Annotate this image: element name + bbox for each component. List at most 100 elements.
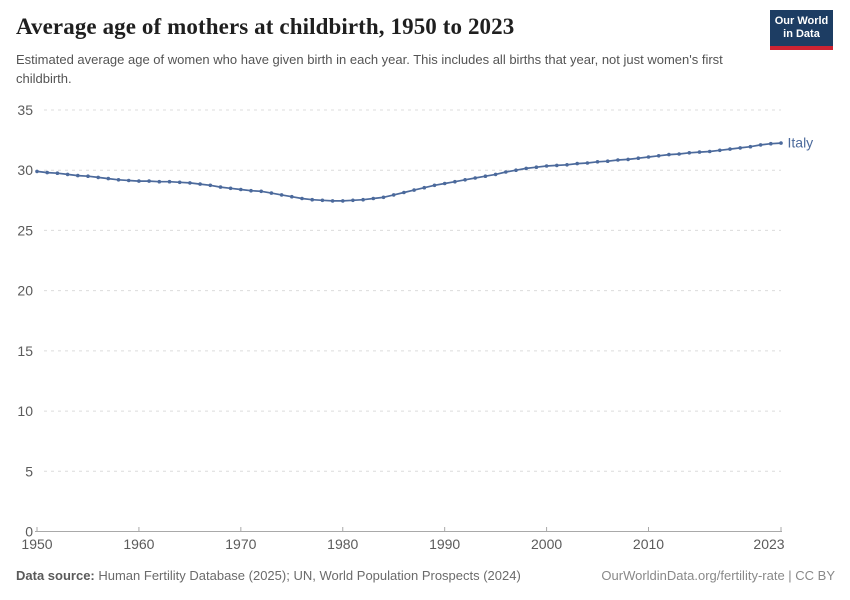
data-source-text[interactable]: Human Fertility Database (2025); UN, Wor… xyxy=(94,568,521,583)
data-point[interactable] xyxy=(718,148,722,153)
data-point[interactable] xyxy=(65,172,70,177)
x-tick-label: 1970 xyxy=(225,536,256,552)
data-point[interactable] xyxy=(544,164,549,168)
y-tick-label: 25 xyxy=(17,222,33,238)
x-tick-label: 2000 xyxy=(531,536,562,552)
data-point[interactable] xyxy=(687,151,692,155)
data-point[interactable] xyxy=(351,198,355,203)
data-point[interactable] xyxy=(381,195,386,200)
data-point[interactable] xyxy=(198,182,202,186)
data-point[interactable] xyxy=(514,168,518,172)
data-point[interactable] xyxy=(555,163,559,168)
data-point[interactable] xyxy=(137,179,141,183)
data-point[interactable] xyxy=(758,143,763,147)
data-point[interactable] xyxy=(259,189,264,194)
owid-logo[interactable]: Our World in Data xyxy=(770,10,833,50)
data-point[interactable] xyxy=(167,179,172,184)
data-point[interactable] xyxy=(656,154,661,158)
data-point[interactable] xyxy=(585,161,590,165)
data-point[interactable] xyxy=(341,199,345,203)
data-point[interactable] xyxy=(626,157,630,162)
data-point[interactable] xyxy=(371,196,376,201)
data-point[interactable] xyxy=(330,199,335,203)
data-point[interactable] xyxy=(239,187,243,192)
data-point[interactable] xyxy=(310,197,315,202)
data-point[interactable] xyxy=(738,146,742,150)
data-point[interactable] xyxy=(432,183,437,188)
data-point[interactable] xyxy=(147,179,151,183)
y-tick-label: 35 xyxy=(17,102,33,118)
data-point[interactable] xyxy=(646,155,651,159)
data-point[interactable] xyxy=(86,174,90,178)
data-point[interactable] xyxy=(524,166,528,171)
data-point[interactable] xyxy=(565,163,569,167)
data-point[interactable] xyxy=(35,169,39,174)
data-source-label: Data source: xyxy=(16,568,95,583)
y-tick-label: 10 xyxy=(17,403,33,419)
data-source: Data source: Human Fertility Database (2… xyxy=(16,568,521,583)
chart-title: Average age of mothers at childbirth, 19… xyxy=(16,14,515,39)
data-point[interactable] xyxy=(391,193,396,197)
data-point[interactable] xyxy=(605,159,610,163)
y-tick-label: 5 xyxy=(25,463,33,479)
data-point[interactable] xyxy=(279,193,284,197)
data-point[interactable] xyxy=(412,188,416,192)
data-point[interactable] xyxy=(320,198,325,203)
data-point[interactable] xyxy=(55,171,60,175)
data-point[interactable] xyxy=(504,170,508,174)
y-tick-label: 30 xyxy=(17,162,33,178)
data-point[interactable] xyxy=(493,172,498,177)
data-point[interactable] xyxy=(748,144,753,149)
data-point[interactable] xyxy=(769,141,773,146)
data-point[interactable] xyxy=(177,180,182,185)
data-point[interactable] xyxy=(534,165,539,169)
data-point[interactable] xyxy=(188,181,192,185)
data-point[interactable] xyxy=(463,178,467,182)
data-point[interactable] xyxy=(453,179,457,184)
data-point[interactable] xyxy=(616,158,620,162)
data-point[interactable] xyxy=(473,176,478,180)
data-point[interactable] xyxy=(728,147,732,151)
data-point[interactable] xyxy=(677,152,681,156)
data-point[interactable] xyxy=(300,196,304,201)
owid-logo-line1: Our World xyxy=(774,15,829,27)
series-label[interactable]: Italy xyxy=(788,135,814,151)
data-point[interactable] xyxy=(422,185,427,190)
data-point[interactable] xyxy=(106,176,111,181)
data-point[interactable] xyxy=(707,149,712,154)
series-line[interactable] xyxy=(36,142,782,202)
data-point[interactable] xyxy=(402,190,406,195)
data-point[interactable] xyxy=(697,150,702,154)
data-point[interactable] xyxy=(575,161,579,166)
data-point[interactable] xyxy=(218,185,223,189)
data-point[interactable] xyxy=(157,179,162,184)
data-point[interactable] xyxy=(595,160,600,164)
x-tick-label: 1950 xyxy=(21,536,52,552)
chart-subtitle: Estimated average age of women who have … xyxy=(16,52,723,86)
data-point[interactable] xyxy=(228,186,233,191)
x-tick-label: 2023 xyxy=(753,536,784,552)
data-point[interactable] xyxy=(779,141,783,145)
data-point[interactable] xyxy=(483,174,488,178)
data-point[interactable] xyxy=(126,178,131,183)
data-point[interactable] xyxy=(96,175,100,180)
data-point[interactable] xyxy=(208,183,213,188)
data-point[interactable] xyxy=(442,181,447,186)
x-tick-label: 1990 xyxy=(429,536,460,552)
data-point[interactable] xyxy=(636,156,641,160)
data-point[interactable] xyxy=(290,194,294,199)
y-tick-label: 20 xyxy=(17,283,33,299)
data-point[interactable] xyxy=(116,178,121,182)
credit-link[interactable]: OurWorldinData.org/fertility-rate | CC B… xyxy=(601,568,835,583)
owid-logo-line2: in Data xyxy=(783,28,820,40)
x-tick-label: 1980 xyxy=(327,536,358,552)
data-point[interactable] xyxy=(45,170,49,175)
data-point[interactable] xyxy=(249,188,253,193)
data-point[interactable] xyxy=(76,173,80,178)
x-tick-label: 1960 xyxy=(123,536,154,552)
data-point[interactable] xyxy=(269,191,274,195)
data-point[interactable] xyxy=(361,197,365,202)
data-point[interactable] xyxy=(667,152,671,157)
